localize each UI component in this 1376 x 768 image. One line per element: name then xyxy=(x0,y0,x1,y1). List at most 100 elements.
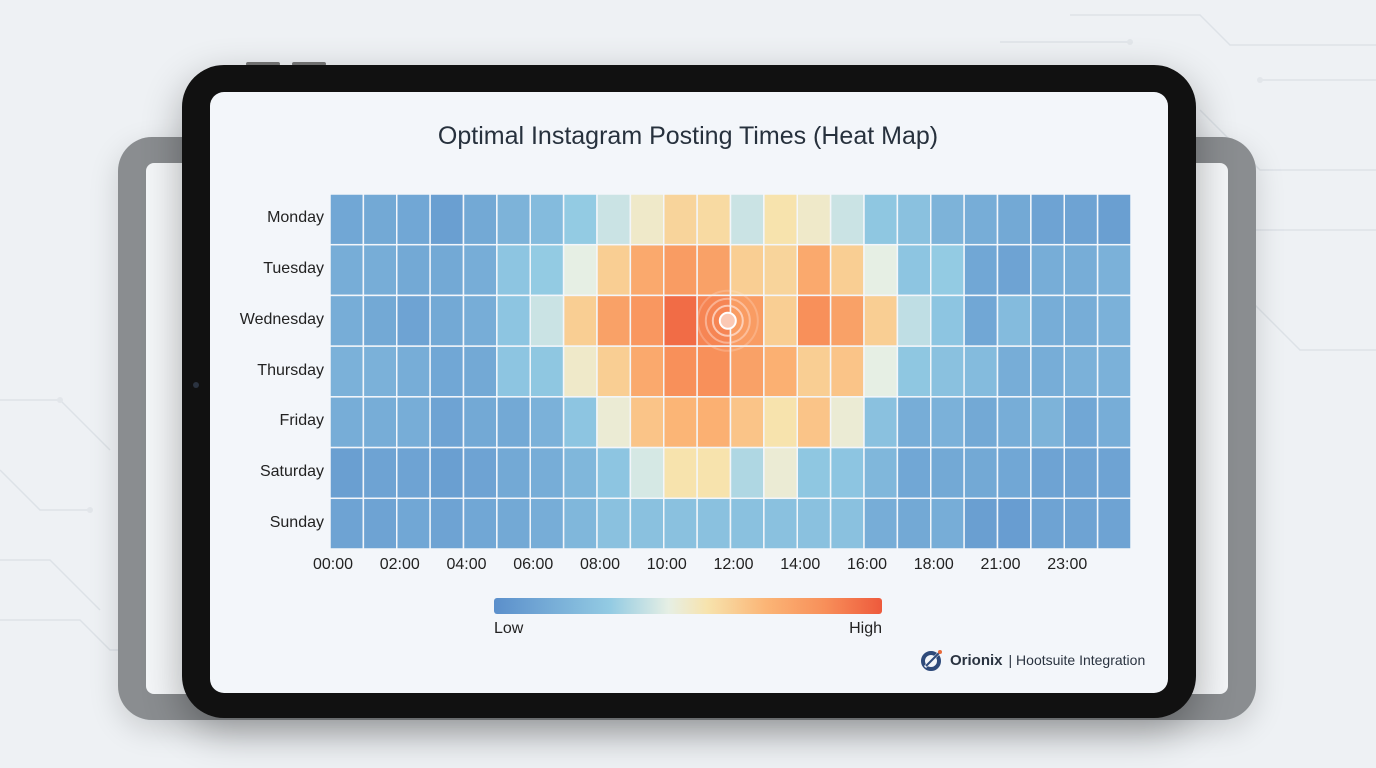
heatmap-cell xyxy=(596,446,632,500)
heatmap-cell xyxy=(562,294,598,347)
heatmap-cell xyxy=(863,345,899,398)
heatmap-cell xyxy=(362,193,398,246)
heatmap-cell xyxy=(963,294,999,347)
heatmap-cell xyxy=(963,396,999,449)
heatmap-cell xyxy=(763,243,798,297)
heatmap-cell xyxy=(1096,193,1132,246)
heatmap-cell xyxy=(729,497,765,550)
heatmap-cell xyxy=(1030,193,1065,246)
heatmap-cell xyxy=(696,193,732,246)
heatmap-cell xyxy=(1096,345,1132,398)
row-label: Wednesday xyxy=(239,310,324,328)
heatmap-cell xyxy=(462,243,498,297)
heatmap-cell xyxy=(596,193,632,246)
heatmap-cell xyxy=(496,193,531,246)
row-label: Saturday xyxy=(259,462,324,480)
heatmap-cell xyxy=(596,345,632,398)
heatmap-cell xyxy=(663,396,698,449)
x-tick-label: 18:00 xyxy=(913,556,954,573)
x-tick-label: 04:00 xyxy=(446,556,487,573)
heatmap-cell xyxy=(329,193,365,246)
highlight-ring xyxy=(704,297,751,344)
heatmap-cell xyxy=(596,294,632,347)
heatmap-cell xyxy=(429,446,465,500)
heatmap-cell xyxy=(663,446,698,500)
heatmap-cell xyxy=(996,193,1032,246)
heatmap-cell xyxy=(462,396,498,449)
brand-name: Orionix xyxy=(950,651,1003,669)
heatmap-cell xyxy=(329,243,365,297)
heatmap-cell xyxy=(429,497,465,550)
row-label: Sunday xyxy=(269,513,324,531)
heatmap-cell xyxy=(963,497,999,550)
heatmap-cell xyxy=(529,396,565,449)
heatmap-cell xyxy=(863,294,899,347)
heatmap-cell xyxy=(896,396,932,449)
heatmap-cell xyxy=(562,497,598,550)
x-tick-label: 23:00 xyxy=(1047,556,1088,573)
heatmap-cell xyxy=(629,396,665,449)
heatmap-cell xyxy=(529,345,565,398)
heatmap-cell xyxy=(1030,446,1065,500)
heatmap-cell xyxy=(663,243,698,297)
highlight-ring xyxy=(696,289,759,352)
highlight-marker xyxy=(718,311,737,330)
heatmap-cell xyxy=(696,396,732,449)
heatmap-cell xyxy=(629,193,665,246)
heatmap-cell xyxy=(529,193,565,246)
x-tick-label: 02:00 xyxy=(379,556,420,573)
heatmap-cell xyxy=(796,294,832,347)
heatmap-cell xyxy=(729,396,765,449)
heatmap-cell xyxy=(362,345,398,398)
heatmap-cell xyxy=(529,243,565,297)
heatmap-cell xyxy=(1030,497,1065,550)
legend-low-label: Low xyxy=(494,620,524,637)
heatmap-cell xyxy=(930,396,965,449)
heatmap-cell xyxy=(763,497,798,550)
heatmap-cell xyxy=(729,345,765,398)
heatmap-cell xyxy=(796,497,832,550)
heatmap-cell xyxy=(963,345,999,398)
heatmap-cell xyxy=(1096,396,1132,449)
heatmap-cell xyxy=(763,396,798,449)
heatmap-cell xyxy=(396,193,431,246)
heatmap-cell xyxy=(462,446,498,500)
heatmap-cell xyxy=(930,294,965,347)
heatmap-cell xyxy=(496,396,531,449)
heatmap-cell xyxy=(696,243,732,297)
tablet-button xyxy=(246,62,280,66)
x-tick-label: 14:00 xyxy=(780,556,821,573)
heatmap-cell xyxy=(562,193,598,246)
heatmap-cell xyxy=(963,243,999,297)
heatmap-cell xyxy=(863,497,899,550)
branding: Orionix | Hootsuite Integration xyxy=(920,648,1145,672)
heatmap-cell xyxy=(396,243,431,297)
chart-title: Optimal Instagram Posting Times (Heat Ma… xyxy=(437,122,939,150)
colorbar-legend xyxy=(494,598,882,614)
heatmap-cell xyxy=(763,446,798,500)
heatmap-cell xyxy=(429,243,465,297)
heatmap-cell xyxy=(896,497,932,550)
heatmap-cell xyxy=(329,446,365,500)
row-label: Monday xyxy=(267,209,324,227)
heatmap-cell xyxy=(562,345,598,398)
heatmap-cell xyxy=(796,396,832,449)
heatmap-cell xyxy=(496,446,531,500)
heatmap-cell xyxy=(1063,345,1099,398)
heatmap-cell xyxy=(763,193,798,246)
heatmap-cell xyxy=(829,446,865,500)
heatmap-cell xyxy=(896,345,932,398)
heatmap-cell xyxy=(996,345,1032,398)
x-tick-label: 00:00 xyxy=(312,556,354,573)
heatmap-cell xyxy=(396,294,431,347)
heatmap-cell xyxy=(796,446,832,500)
heatmap-cell xyxy=(429,294,465,347)
heatmap-cell xyxy=(930,193,965,246)
heatmap-cell xyxy=(963,446,999,500)
heatmap-cell xyxy=(863,193,899,246)
heatmap-cell xyxy=(529,497,565,550)
heatmap-cell xyxy=(963,193,999,246)
heatmap-cell xyxy=(629,446,665,500)
heatmap-cell xyxy=(1096,294,1132,347)
